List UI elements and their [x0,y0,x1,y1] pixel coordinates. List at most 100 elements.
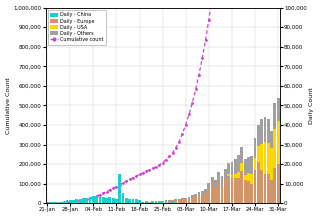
Bar [230,175,233,177]
Bar [188,197,190,199]
Bar [240,164,243,171]
Bar [254,170,256,203]
Cumulative count [184,123,188,126]
Bar [197,195,200,203]
Bar [204,189,207,193]
Bar [273,168,276,203]
Bar [257,146,260,162]
Bar [207,183,210,187]
Bar [263,143,266,174]
Legend: Daily - China, Daily - Europe, Daily - USA, Daily - Others, Cumulative count: Daily - China, Daily - Europe, Daily - U… [48,10,106,45]
Bar [217,172,220,180]
Bar [118,174,121,203]
Bar [178,199,180,200]
Bar [69,200,72,203]
Bar [184,198,187,199]
Bar [267,174,270,203]
Bar [267,143,270,174]
Bar [132,199,134,203]
Bar [161,202,164,203]
Bar [197,192,200,195]
Bar [184,199,187,203]
Cumulative count [131,177,135,179]
Bar [59,202,62,203]
Bar [62,202,65,203]
Bar [211,177,213,182]
Y-axis label: Cumulative Count: Cumulative Count [5,77,11,134]
Cumulative count [111,187,115,190]
Bar [128,199,131,203]
Bar [240,147,243,164]
Bar [254,138,256,158]
Bar [108,197,111,203]
Bar [151,201,154,202]
Bar [227,174,230,176]
Bar [56,202,59,203]
Bar [247,173,250,181]
Bar [138,200,141,203]
Bar [240,171,243,203]
Bar [220,176,223,186]
Bar [135,200,138,203]
Y-axis label: Daily Count: Daily Count [309,87,315,124]
Bar [85,198,88,203]
Bar [49,202,52,203]
Bar [250,184,253,203]
Bar [66,200,68,203]
Bar [270,180,273,203]
Bar [155,201,157,202]
Bar [227,176,230,203]
Bar [260,170,263,203]
Bar [112,198,115,203]
Bar [145,201,148,203]
Bar [273,129,276,168]
Bar [102,197,105,203]
Bar [244,181,246,203]
Bar [174,199,177,200]
Bar [79,199,82,203]
Bar [164,201,167,203]
Bar [194,196,197,203]
Bar [115,199,118,203]
Bar [267,119,270,143]
Bar [263,117,266,143]
Bar [250,174,253,184]
Bar [277,121,279,164]
Bar [151,202,154,203]
Bar [171,200,174,203]
Bar [105,198,108,203]
Bar [141,202,144,203]
Bar [250,156,253,174]
Bar [148,202,151,203]
Bar [92,196,95,203]
Bar [99,197,101,203]
Bar [270,148,273,180]
Bar [214,180,217,187]
Bar [257,162,260,203]
Bar [76,199,78,203]
Bar [207,187,210,203]
Bar [174,200,177,203]
Bar [188,199,190,203]
Bar [224,179,227,203]
Bar [155,202,157,203]
Bar [89,197,92,203]
Bar [178,200,180,203]
Bar [237,172,240,177]
Bar [260,119,263,145]
Bar [260,145,263,170]
Bar [191,196,194,198]
Bar [217,180,220,203]
Bar [168,201,171,203]
Bar [234,159,236,174]
Bar [257,125,260,146]
Bar [244,175,246,181]
Bar [234,174,236,178]
Bar [237,155,240,172]
Bar [214,187,217,203]
Bar [95,196,98,203]
Bar [234,178,236,203]
Bar [270,131,273,148]
Bar [181,199,184,203]
Bar [244,159,246,175]
